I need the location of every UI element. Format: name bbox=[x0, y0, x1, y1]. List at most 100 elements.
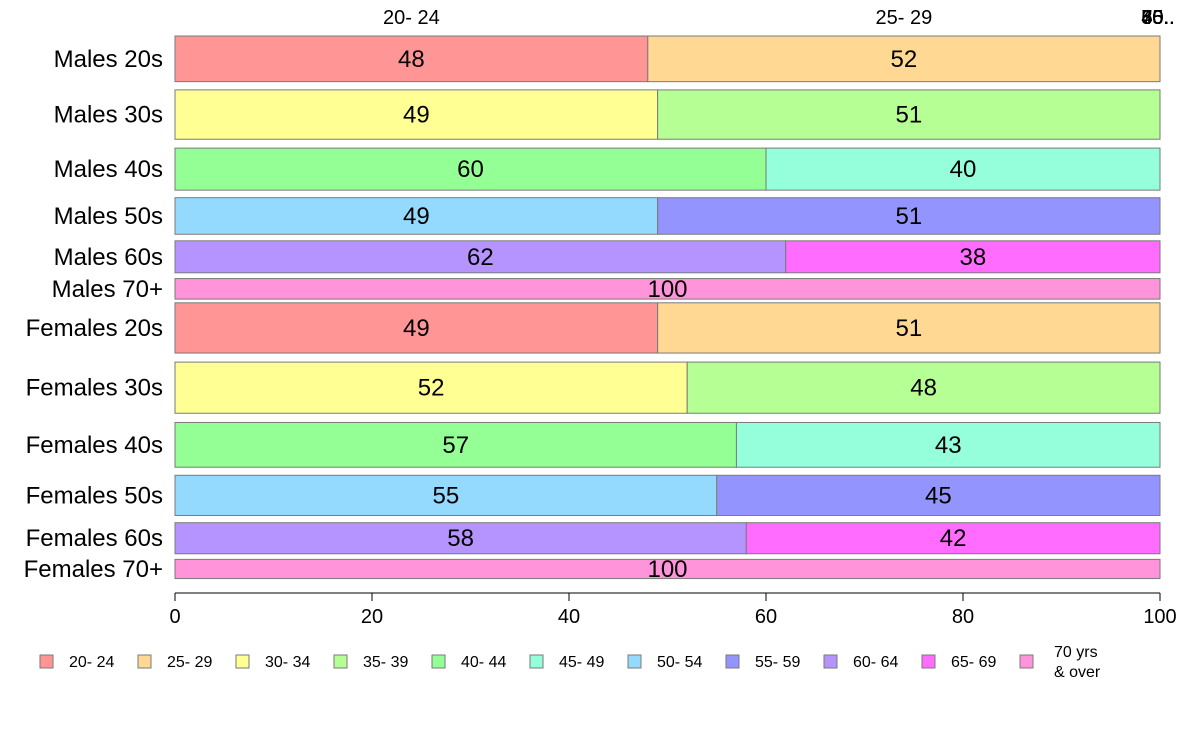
legend-swatch bbox=[431, 654, 446, 669]
legend-label: 25- 29 bbox=[167, 654, 212, 671]
legend-label: 65- 69 bbox=[951, 654, 996, 671]
data-label: 100 bbox=[647, 556, 687, 583]
bar-segment bbox=[785, 240, 1161, 274]
bar-segment bbox=[657, 89, 1161, 140]
bar-segment bbox=[174, 35, 649, 83]
top-axis-label: 40.. bbox=[1141, 7, 1174, 29]
top-axis-label: 35.. bbox=[1141, 7, 1174, 29]
bar-segment bbox=[657, 302, 1161, 354]
legend-label: 35- 39 bbox=[363, 654, 408, 671]
data-label: 48 bbox=[910, 375, 937, 402]
data-label: 62 bbox=[467, 244, 494, 271]
category-label: Females 40s bbox=[26, 432, 163, 459]
data-label: 38 bbox=[959, 244, 986, 271]
bar-segment bbox=[716, 474, 1161, 516]
data-label: 58 bbox=[447, 525, 474, 552]
category-label: Males 40s bbox=[54, 156, 163, 183]
legend-swatch bbox=[333, 654, 348, 669]
x-tick-label: 40 bbox=[558, 606, 580, 628]
top-axis-label: 60.. bbox=[1141, 7, 1174, 29]
data-label: 100 bbox=[647, 276, 687, 303]
bar-segment bbox=[174, 558, 1161, 580]
top-axis-label: 65.. bbox=[1141, 7, 1174, 29]
legend-label: 55- 59 bbox=[755, 654, 800, 671]
top-axis-label: 70.. bbox=[1141, 7, 1174, 29]
legend-label: 20- 24 bbox=[69, 654, 114, 671]
data-labels: 48 52 49 51 60 40 49 51 62 38 100 49 51 52 48 57 43 55 45 5… bbox=[398, 46, 986, 583]
bar-segment bbox=[647, 35, 1161, 83]
legend-swatch bbox=[235, 654, 250, 669]
legend-label: 70 yrs & over bbox=[1054, 644, 1101, 681]
bar-segment bbox=[765, 147, 1161, 191]
data-label: 48 bbox=[398, 46, 425, 73]
top-axis-label: 45.. bbox=[1141, 7, 1174, 29]
category-label: Females 70+ bbox=[24, 556, 163, 583]
top-axis-label: 20- 24 bbox=[383, 7, 440, 29]
data-label: 52 bbox=[891, 46, 918, 73]
category-label: Males 50s bbox=[54, 203, 163, 230]
legend-swatch bbox=[39, 654, 54, 669]
bar-segment bbox=[174, 147, 767, 191]
x-tick-label: 0 bbox=[169, 606, 180, 628]
bar-segment bbox=[686, 361, 1161, 414]
legend-label: 60- 64 bbox=[853, 654, 898, 671]
legend-swatch bbox=[823, 654, 838, 669]
legend-swatch bbox=[921, 654, 936, 669]
data-label: 49 bbox=[403, 102, 430, 129]
legend-swatch bbox=[137, 654, 152, 669]
category-label: Females 20s bbox=[26, 315, 163, 342]
bar-segment bbox=[174, 361, 688, 414]
bar-segment bbox=[174, 302, 659, 354]
data-label: 55 bbox=[433, 482, 460, 509]
category-label: Females 30s bbox=[26, 375, 163, 402]
category-label: Females 50s bbox=[26, 482, 163, 509]
data-label: 51 bbox=[895, 203, 922, 230]
top-axis-labels: 20- 24 25- 29 30..35..40..45..50..55..60..… bbox=[383, 7, 1175, 29]
category-label: Males 30s bbox=[54, 102, 163, 129]
legend-swatch bbox=[725, 654, 740, 669]
legend-swatch bbox=[529, 654, 544, 669]
legend-label: 45- 49 bbox=[559, 654, 604, 671]
data-label: 49 bbox=[403, 203, 430, 230]
legend-swatch bbox=[1019, 654, 1034, 669]
x-tick-label: 80 bbox=[952, 606, 974, 628]
category-labels: Males 20s Males 30s Males 40s Males 50s Male… bbox=[24, 46, 163, 583]
category-label: Males 20s bbox=[54, 46, 163, 73]
data-label: 45 bbox=[925, 482, 952, 509]
bar-segment bbox=[174, 240, 787, 274]
category-label: Females 60s bbox=[26, 525, 163, 552]
bar-segment bbox=[735, 421, 1161, 468]
top-axis-label: 55.. bbox=[1141, 7, 1174, 29]
data-label: 49 bbox=[403, 315, 430, 342]
data-label: 40 bbox=[950, 156, 977, 183]
data-label: 60 bbox=[457, 156, 484, 183]
bar-segment bbox=[174, 278, 1161, 300]
bar-segment bbox=[174, 522, 747, 555]
legend-label: 30- 34 bbox=[265, 654, 310, 671]
data-label: 52 bbox=[418, 375, 445, 402]
legend-label: 50- 54 bbox=[657, 654, 702, 671]
bar-segment bbox=[174, 474, 718, 516]
x-tick-label: 60 bbox=[755, 606, 777, 628]
data-label: 43 bbox=[935, 432, 962, 459]
top-axis-label: 30.. bbox=[1141, 7, 1174, 29]
legend-swatch bbox=[627, 654, 642, 669]
data-label: 51 bbox=[895, 315, 922, 342]
bar-segment bbox=[174, 421, 737, 468]
x-tick-label: 20 bbox=[361, 606, 383, 628]
bar-segment bbox=[657, 197, 1161, 235]
data-label: 51 bbox=[895, 102, 922, 129]
x-axis: 0 20 40 60 80 100 bbox=[169, 592, 1177, 628]
top-axis-label: 25- 29 bbox=[876, 7, 933, 29]
legend-label: 40- 44 bbox=[461, 654, 506, 671]
legend: 20- 24 25- 29 30- 34 35- 39 40- 44 45- 49 50- … bbox=[39, 644, 1101, 681]
bar-segment bbox=[174, 89, 659, 140]
x-tick-label: 100 bbox=[1143, 606, 1176, 628]
category-label: Males 60s bbox=[54, 244, 163, 271]
top-axis-label: 50.. bbox=[1141, 7, 1174, 29]
bar-segments bbox=[174, 35, 1161, 580]
bar-segment bbox=[174, 197, 659, 235]
bar-segment bbox=[745, 522, 1161, 555]
data-label: 57 bbox=[442, 432, 469, 459]
data-label: 42 bbox=[940, 525, 967, 552]
